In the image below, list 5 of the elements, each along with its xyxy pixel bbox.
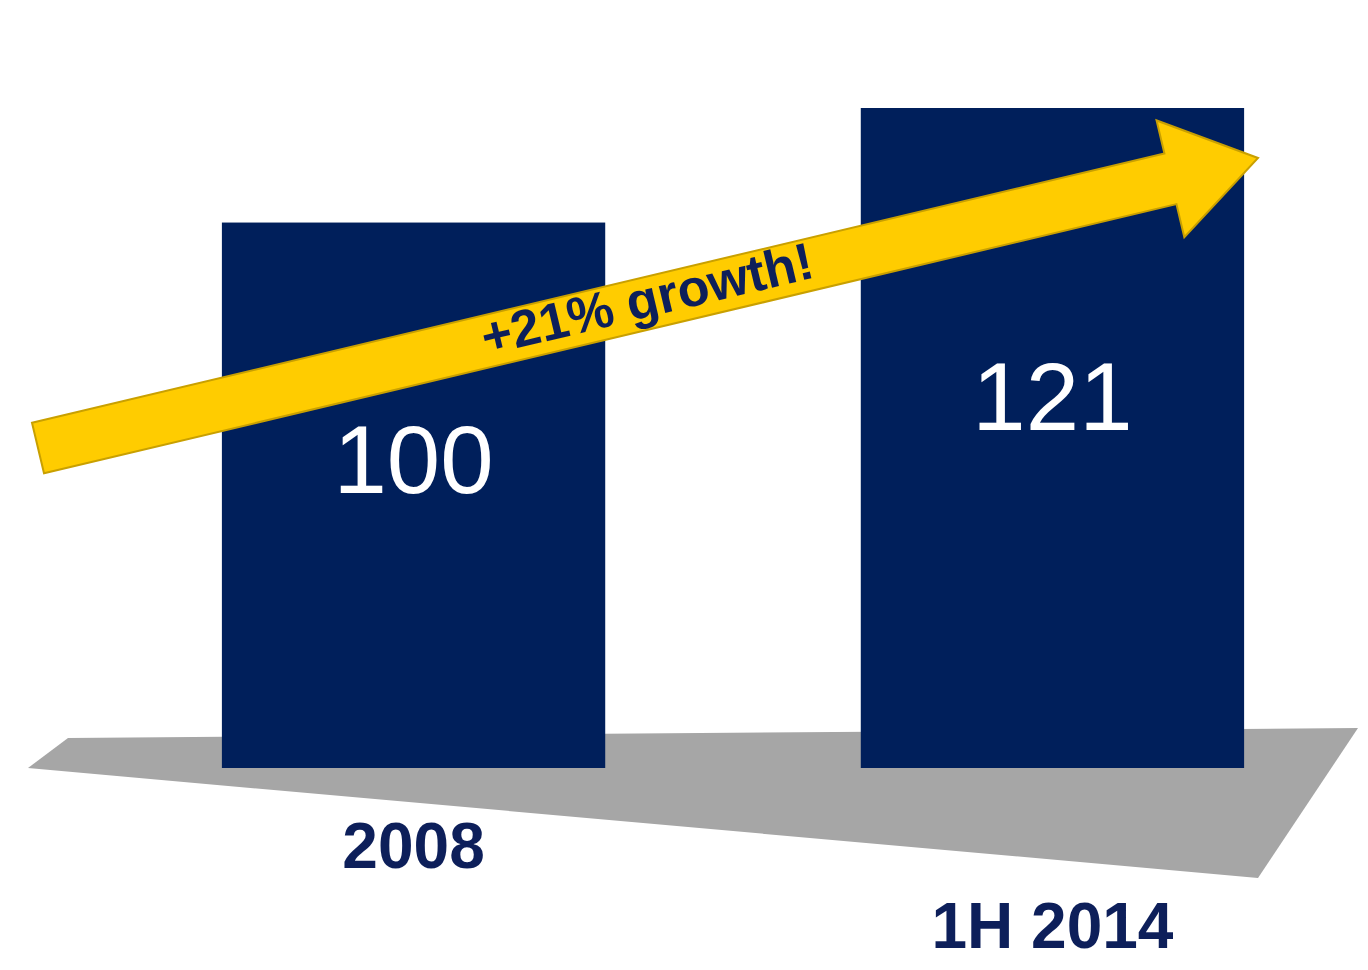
- data-label: 121: [972, 343, 1133, 451]
- data-label: 100: [333, 406, 494, 514]
- x-tick-label: 1H 2014: [931, 890, 1174, 962]
- annotation: +21% growth!: [475, 231, 819, 367]
- x-tick-label: 2008: [342, 810, 485, 882]
